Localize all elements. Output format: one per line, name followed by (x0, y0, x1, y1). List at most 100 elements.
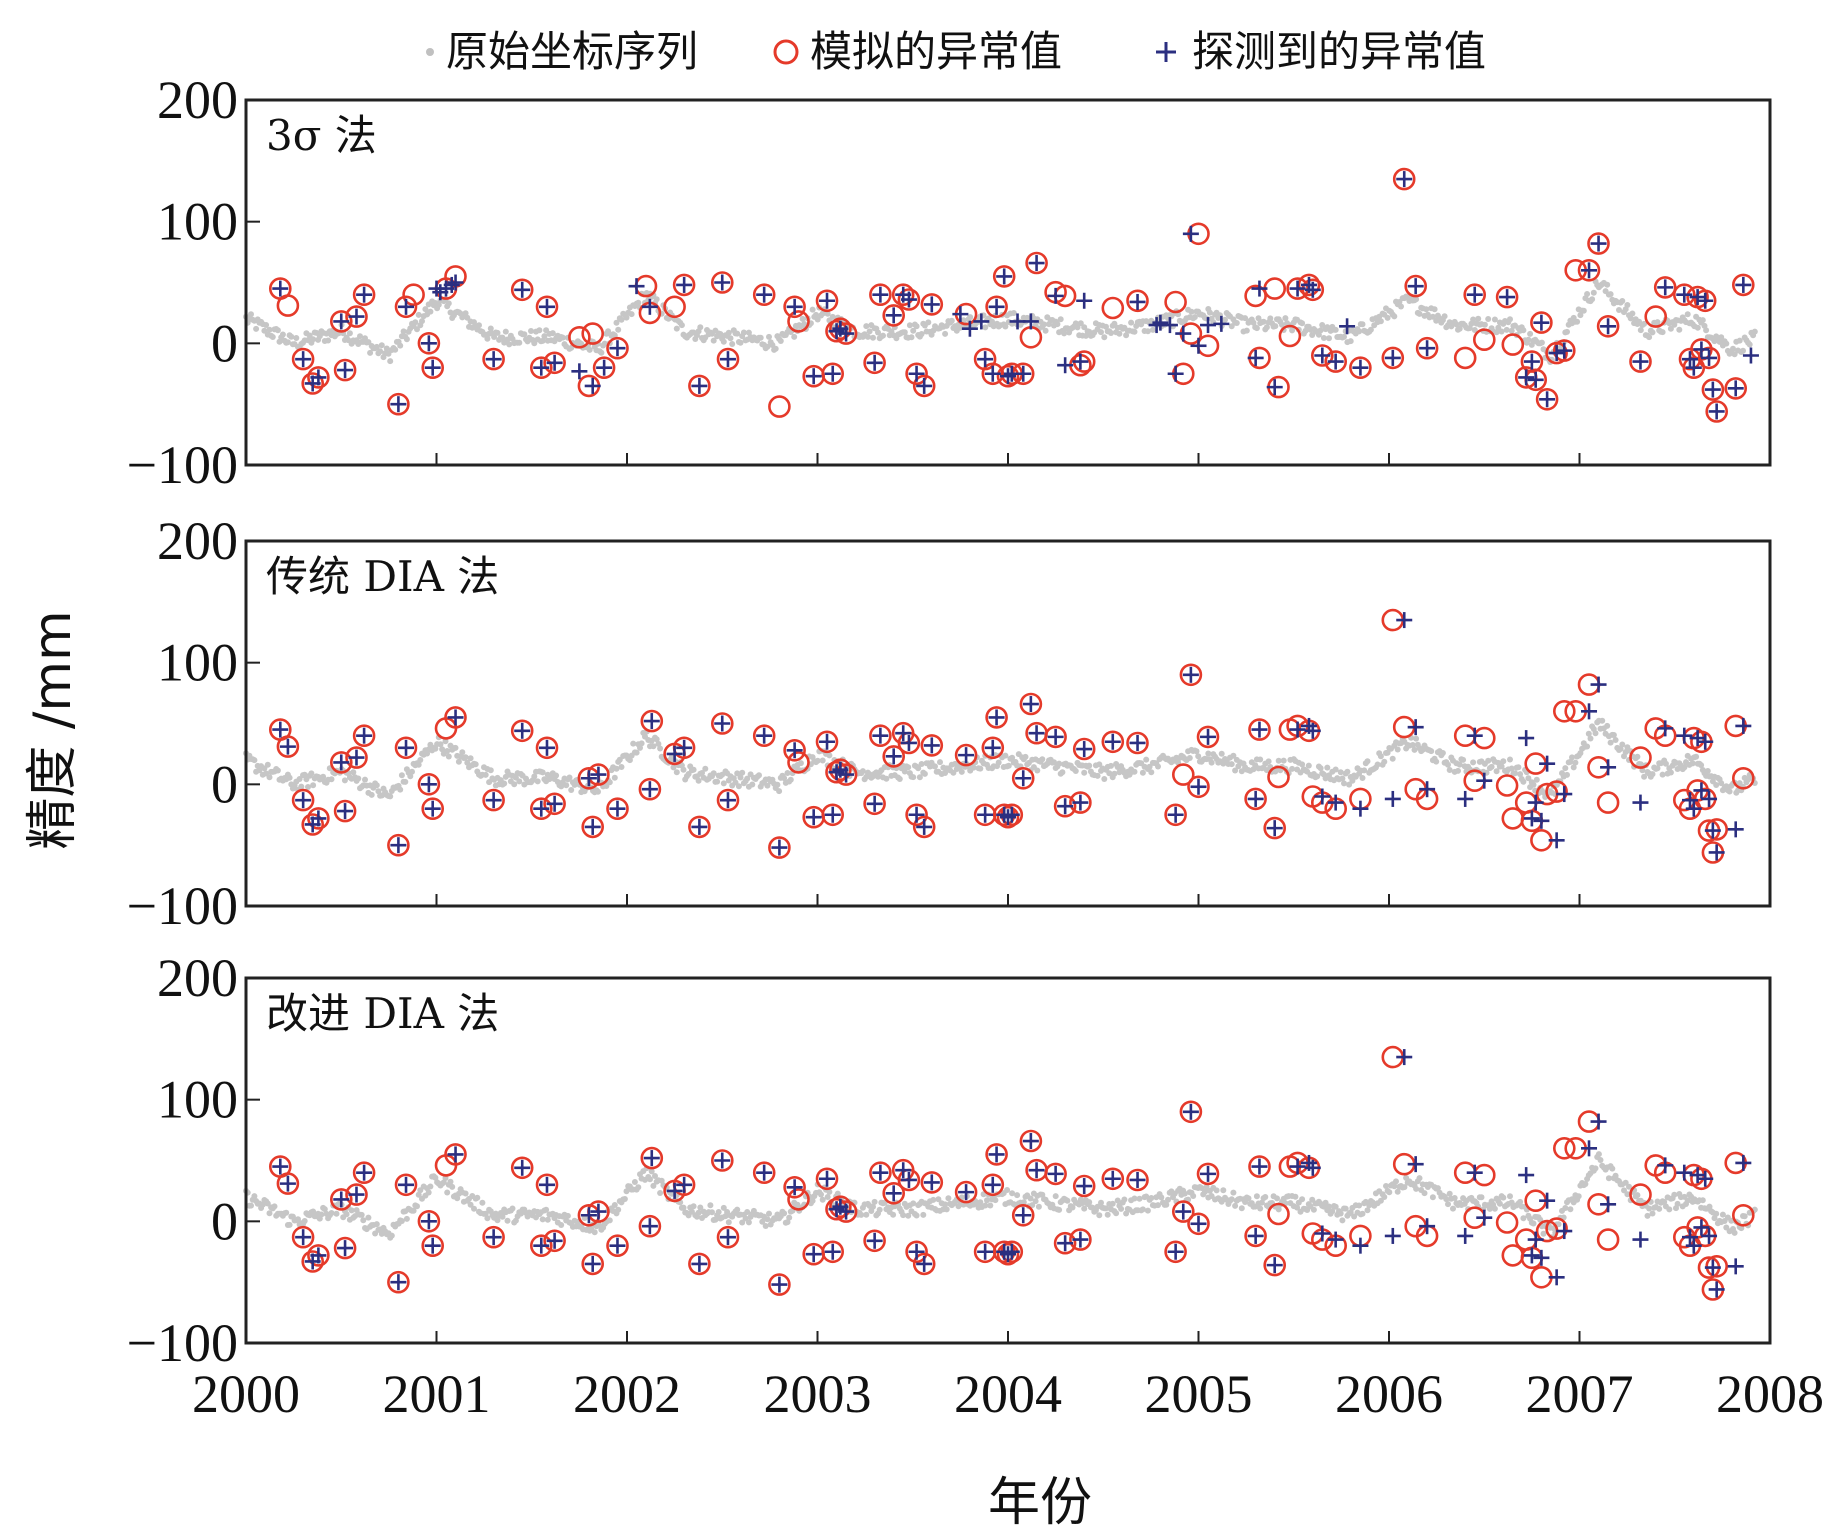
simulated-outlier-point (716, 788, 740, 812)
detected-outlier-point (1028, 725, 1045, 742)
original-point (901, 768, 908, 775)
simulated-outlier-point (1025, 251, 1048, 275)
detected-outlier-point (1735, 717, 1752, 734)
simulated-outlier-point (1019, 325, 1043, 349)
series-original (243, 1151, 1758, 1241)
detected-outlier-point (1022, 696, 1039, 713)
original-point (1228, 761, 1235, 768)
original-point (1233, 320, 1240, 326)
simulated-outlier-point (307, 807, 330, 830)
simulated-outlier-point (421, 356, 445, 380)
original-point (650, 743, 657, 750)
panel-1: −100 0 100 200 3σ 法 (127, 70, 1772, 495)
simulated-outlier-point (1629, 350, 1652, 373)
original-point (397, 342, 404, 349)
simulated-outlier-point (1044, 725, 1067, 749)
original-point (710, 770, 717, 777)
original-point (432, 745, 439, 752)
original-point (745, 1219, 752, 1226)
original-point (995, 759, 1002, 766)
simulated-outlier-point (333, 799, 357, 823)
original-point (1394, 1188, 1401, 1195)
original-point (1332, 326, 1339, 333)
original-point (1052, 1193, 1059, 1200)
original-point (670, 764, 677, 771)
original-point (1245, 1195, 1252, 1202)
simulated-outlier-point (1248, 718, 1271, 741)
detected-outlier-point (641, 298, 658, 315)
simulated-outlier-point (954, 1180, 978, 1204)
original-point (1629, 310, 1636, 317)
original-point (288, 333, 295, 340)
original-point (618, 764, 625, 770)
original-point (521, 331, 528, 338)
simulated-outlier-point (1463, 283, 1486, 307)
detected-outlier-point (1539, 391, 1556, 408)
simulated-outlier-point (1392, 167, 1416, 191)
detected-outlier-point (1304, 281, 1321, 298)
original-point (1222, 316, 1228, 323)
original-point (1356, 1202, 1363, 1209)
simulated-outlier-point (672, 273, 696, 297)
simulated-outlier-point (1044, 1162, 1067, 1186)
x-tick-label: 2006 (1335, 1364, 1443, 1424)
original-point (1148, 769, 1155, 776)
simulated-outlier-point (276, 294, 300, 317)
original-point (1624, 1191, 1631, 1198)
original-point (1391, 1183, 1398, 1190)
original-point (1592, 730, 1599, 737)
detected-outlier-point (1076, 292, 1093, 309)
simulated-outlier-point (352, 724, 376, 748)
detected-outlier-point (348, 749, 365, 766)
original-point (1564, 328, 1570, 335)
detected-outlier-point (1556, 342, 1573, 359)
original-point (1364, 1207, 1371, 1214)
simulated-outlier-point (787, 751, 810, 774)
original-point (1520, 327, 1527, 334)
original-point (1359, 321, 1366, 328)
original-point (1706, 1203, 1713, 1210)
detected-outlier-point (1632, 794, 1649, 811)
original-point (870, 334, 876, 341)
detected-outlier-point (1072, 1231, 1089, 1248)
original-point (1569, 754, 1575, 761)
detected-outlier-point (390, 1274, 407, 1291)
original-point (248, 1202, 254, 1209)
original-point (1195, 753, 1202, 760)
detected-outlier-point (895, 1162, 912, 1179)
original-point (1667, 769, 1674, 776)
detected-outlier-point (538, 1176, 555, 1193)
simulated-outlier-point (981, 1173, 1005, 1197)
original-point (501, 780, 508, 787)
original-point (1736, 337, 1743, 344)
detected-outlier-point (1600, 1196, 1617, 1213)
detected-outlier-point (356, 286, 373, 303)
original-point (1478, 1194, 1485, 1201)
detected-outlier-point (691, 377, 708, 394)
detected-outlier-point (443, 276, 460, 293)
detected-outlier-point (1266, 820, 1283, 837)
original-point (745, 329, 752, 336)
original-point (1275, 1206, 1282, 1213)
original-point (558, 1222, 565, 1228)
original-point (1456, 761, 1463, 768)
original-point (1450, 1205, 1456, 1212)
original-point (864, 333, 871, 340)
simulated-outlier-point (752, 283, 776, 307)
simulated-outlier-point (387, 1270, 410, 1294)
original-point (563, 782, 570, 789)
detected-outlier-point (1735, 276, 1752, 293)
original-point (989, 318, 995, 325)
original-point (709, 1209, 715, 1216)
original-point (564, 1212, 571, 1219)
original-point (774, 781, 781, 788)
detected-outlier-point (1129, 1171, 1146, 1188)
detected-outlier-point (485, 1229, 502, 1246)
original-point (729, 341, 736, 347)
original-point (476, 322, 482, 329)
simulated-outlier-point (1495, 285, 1519, 309)
original-point (1429, 1194, 1436, 1201)
original-point (759, 1218, 766, 1225)
original-point (1139, 769, 1146, 776)
x-tick-label: 2002 (573, 1364, 681, 1424)
